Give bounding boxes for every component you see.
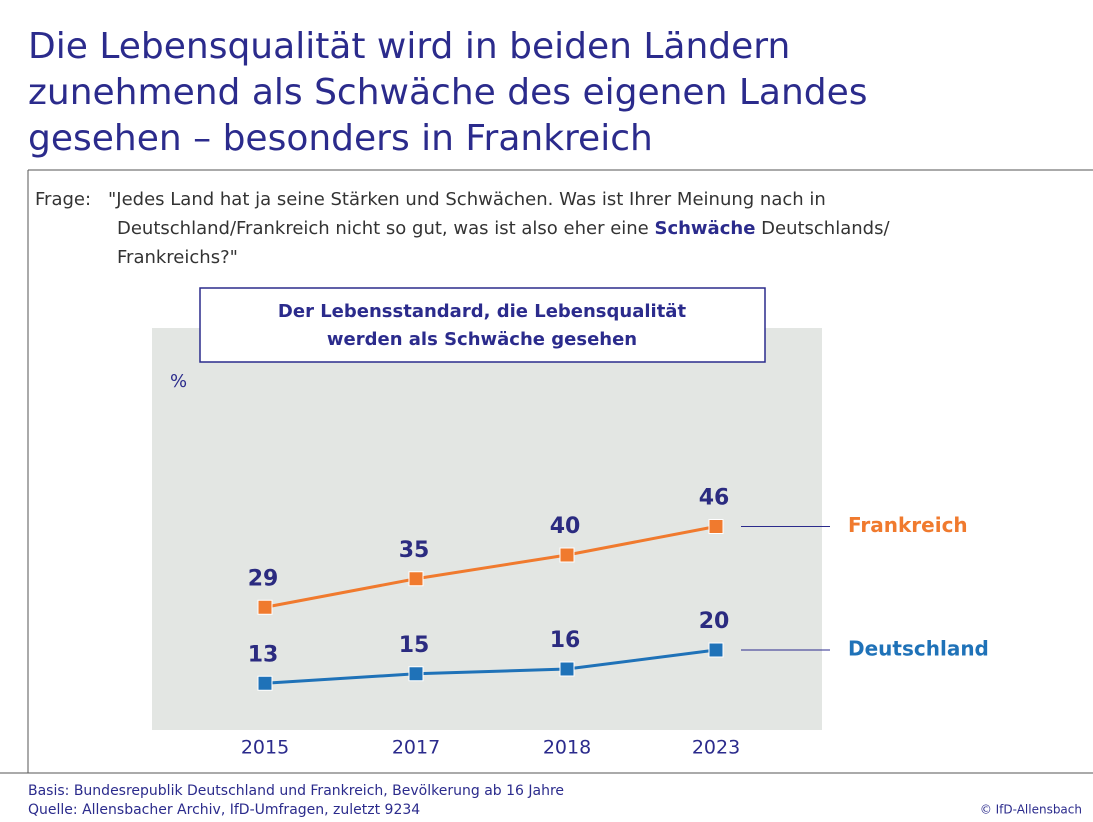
- chart-title: Der Lebensstandard, die Lebensqualität: [278, 301, 687, 322]
- x-tick-label: 2017: [392, 737, 440, 759]
- copyright: © IfD-Allensbach: [980, 803, 1082, 817]
- value-label: 13: [248, 642, 279, 667]
- question-bold: Schwäche: [654, 218, 755, 239]
- marker: [708, 519, 724, 534]
- legend-label: Deutschland: [848, 637, 989, 661]
- chart-title: werden als Schwäche gesehen: [327, 329, 637, 350]
- question-label: Frage:: [35, 189, 91, 210]
- marker: [408, 666, 424, 682]
- question-text: "Jedes Land hat ja seine Stärken und Sch…: [108, 189, 826, 210]
- marker: [257, 675, 273, 691]
- marker: [559, 547, 575, 563]
- footnote: Basis: Bundesrepublik Deutschland und Fr…: [28, 783, 564, 799]
- value-label: 40: [550, 514, 581, 539]
- legend-label: Frankreich: [848, 513, 968, 537]
- title-line: gesehen – besonders in Frankreich: [28, 118, 653, 159]
- value-label: 16: [550, 628, 581, 653]
- question-text: Deutschland/Frankreich nicht so gut, was…: [117, 218, 890, 239]
- title-line: zunehmend als Schwäche des eigenen Lande…: [28, 72, 868, 113]
- value-label: 15: [399, 633, 430, 658]
- marker: [559, 661, 575, 677]
- value-label: 35: [399, 538, 430, 563]
- title: Die Lebensqualität wird in beiden Länder…: [28, 26, 868, 159]
- question-text: Frankreichs?": [117, 247, 238, 268]
- value-label: 20: [699, 609, 730, 634]
- value-label: 46: [699, 486, 730, 511]
- marker: [408, 571, 424, 587]
- question-text: Deutschlands/: [755, 218, 890, 239]
- y-unit: %: [170, 371, 187, 392]
- series-line: [264, 648, 717, 685]
- title-line: Die Lebensqualität wird in beiden Länder…: [28, 26, 790, 67]
- value-label: 29: [248, 566, 279, 591]
- x-tick-label: 2015: [241, 737, 289, 759]
- x-tick-label: 2018: [543, 737, 591, 759]
- marker: [257, 599, 273, 615]
- series-line: [264, 525, 717, 609]
- chart-title-box: [199, 287, 766, 363]
- marker: [708, 642, 724, 658]
- x-tick-label: 2023: [692, 737, 740, 759]
- footnote: Quelle: Allensbacher Archiv, IfD-Umfrage…: [28, 802, 420, 818]
- question: Frage: "Jedes Land hat ja seine Stärken …: [35, 189, 890, 268]
- question-text: Deutschland/Frankreich nicht so gut, was…: [117, 218, 654, 239]
